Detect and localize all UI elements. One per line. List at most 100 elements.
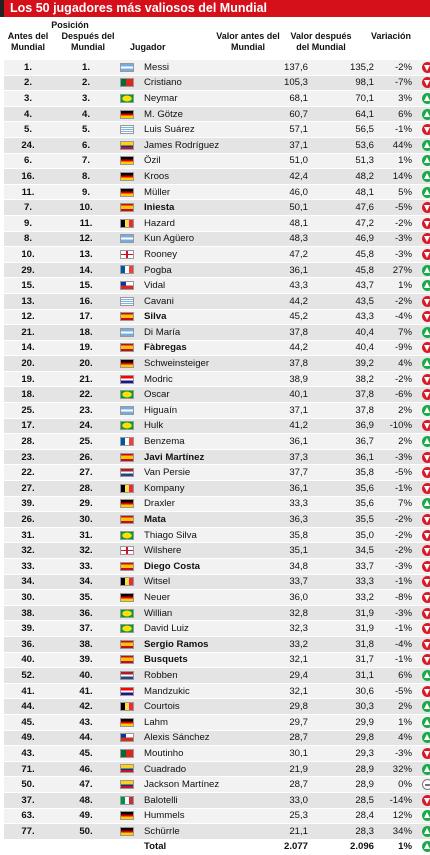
rank-after: 10. bbox=[52, 200, 120, 216]
flag-cell bbox=[120, 714, 142, 730]
player-name: Jackson Martínez bbox=[142, 777, 234, 793]
rank-before: 30. bbox=[4, 590, 52, 606]
spain-flag-icon bbox=[120, 640, 134, 649]
rank-after: 17. bbox=[52, 309, 120, 325]
france-flag-icon bbox=[120, 265, 134, 274]
variation-percent: -1% bbox=[382, 481, 412, 497]
arrow-up-icon bbox=[422, 187, 430, 198]
value-before: 36,1 bbox=[234, 481, 312, 497]
rank-before: 37. bbox=[4, 792, 52, 808]
variation-percent: -3% bbox=[382, 559, 412, 575]
spain-flag-icon bbox=[120, 453, 134, 462]
variation-indicator bbox=[412, 60, 430, 75]
value-before: 33,3 bbox=[234, 496, 312, 512]
arrow-up-icon bbox=[422, 171, 430, 182]
variation-indicator bbox=[412, 792, 430, 808]
value-after: 34,5 bbox=[312, 543, 382, 559]
rank-before: 41. bbox=[4, 683, 52, 699]
value-before: 32,8 bbox=[234, 605, 312, 621]
rank-before: 8. bbox=[4, 231, 52, 247]
arrow-up-icon bbox=[422, 717, 430, 728]
rank-after: 22. bbox=[52, 387, 120, 403]
rank-before: 33. bbox=[4, 559, 52, 575]
variation-indicator bbox=[412, 621, 430, 637]
value-before: 42,4 bbox=[234, 169, 312, 185]
value-after: 31,9 bbox=[312, 621, 382, 637]
rank-before: 25. bbox=[4, 403, 52, 419]
rank-before: 32. bbox=[4, 543, 52, 559]
rank-before: 31. bbox=[4, 527, 52, 543]
belgium-flag-icon bbox=[120, 577, 134, 586]
flag-cell bbox=[120, 605, 142, 621]
rank-before: 13. bbox=[4, 293, 52, 309]
rank-after: 14. bbox=[52, 262, 120, 278]
rank-after: 19. bbox=[52, 340, 120, 356]
rank-after: 8. bbox=[52, 169, 120, 185]
flag-cell bbox=[120, 761, 142, 777]
value-before: 32,1 bbox=[234, 652, 312, 668]
arrow-down-icon bbox=[422, 311, 430, 322]
variation-percent: -5% bbox=[382, 200, 412, 216]
arrow-up-icon bbox=[422, 841, 430, 852]
player-name: Oscar bbox=[142, 387, 234, 403]
value-before: 50,1 bbox=[234, 200, 312, 216]
value-before: 36,1 bbox=[234, 262, 312, 278]
variation-percent: 4% bbox=[382, 730, 412, 746]
player-name: M. Götze bbox=[142, 106, 234, 122]
value-after: 35,6 bbox=[312, 481, 382, 497]
value-after: 40,4 bbox=[312, 340, 382, 356]
value-before: 44,2 bbox=[234, 293, 312, 309]
player-name: Wilshere bbox=[142, 543, 234, 559]
argentina-flag-icon bbox=[120, 328, 134, 337]
player-name: Iniesta bbox=[142, 200, 234, 216]
player-name: Van Persie bbox=[142, 465, 234, 481]
variation-indicator bbox=[412, 231, 430, 247]
flag-cell bbox=[120, 512, 142, 528]
flag-cell bbox=[120, 683, 142, 699]
player-name: Fàbregas bbox=[142, 340, 234, 356]
variation-indicator bbox=[412, 777, 430, 793]
flag-cell bbox=[120, 387, 142, 403]
variation-indicator bbox=[412, 169, 430, 185]
england-flag-icon bbox=[120, 546, 134, 555]
value-after: 64,1 bbox=[312, 106, 382, 122]
variation-percent: -2% bbox=[382, 293, 412, 309]
value-after: 53,6 bbox=[312, 137, 382, 153]
value-before: 105,3 bbox=[234, 75, 312, 91]
variation-percent: -8% bbox=[382, 590, 412, 606]
variation-indicator bbox=[412, 527, 430, 543]
rank-before: 49. bbox=[4, 730, 52, 746]
arrow-down-icon bbox=[422, 748, 430, 759]
variation-percent: 44% bbox=[382, 137, 412, 153]
variation-indicator bbox=[412, 808, 430, 824]
flag-cell bbox=[120, 153, 142, 169]
arrow-down-icon bbox=[422, 795, 430, 806]
rank-before: 50. bbox=[4, 777, 52, 793]
value-before: 29,7 bbox=[234, 714, 312, 730]
germany-flag-icon bbox=[120, 499, 134, 508]
value-after: 43,3 bbox=[312, 309, 382, 325]
flag-cell bbox=[120, 371, 142, 387]
player-name: Pogba bbox=[142, 262, 234, 278]
variation-indicator bbox=[412, 465, 430, 481]
belgium-flag-icon bbox=[120, 219, 134, 228]
arrow-down-icon bbox=[422, 686, 430, 697]
variation-indicator bbox=[412, 746, 430, 762]
rank-after: 38. bbox=[52, 636, 120, 652]
value-after: 36,9 bbox=[312, 418, 382, 434]
value-after: 45,8 bbox=[312, 247, 382, 263]
value-after: 36,1 bbox=[312, 449, 382, 465]
croatia-flag-icon bbox=[120, 375, 134, 384]
flag-cell bbox=[120, 91, 142, 107]
variation-indicator bbox=[412, 714, 430, 730]
arrow-up-icon bbox=[422, 109, 430, 120]
croatia-flag-icon bbox=[120, 687, 134, 696]
